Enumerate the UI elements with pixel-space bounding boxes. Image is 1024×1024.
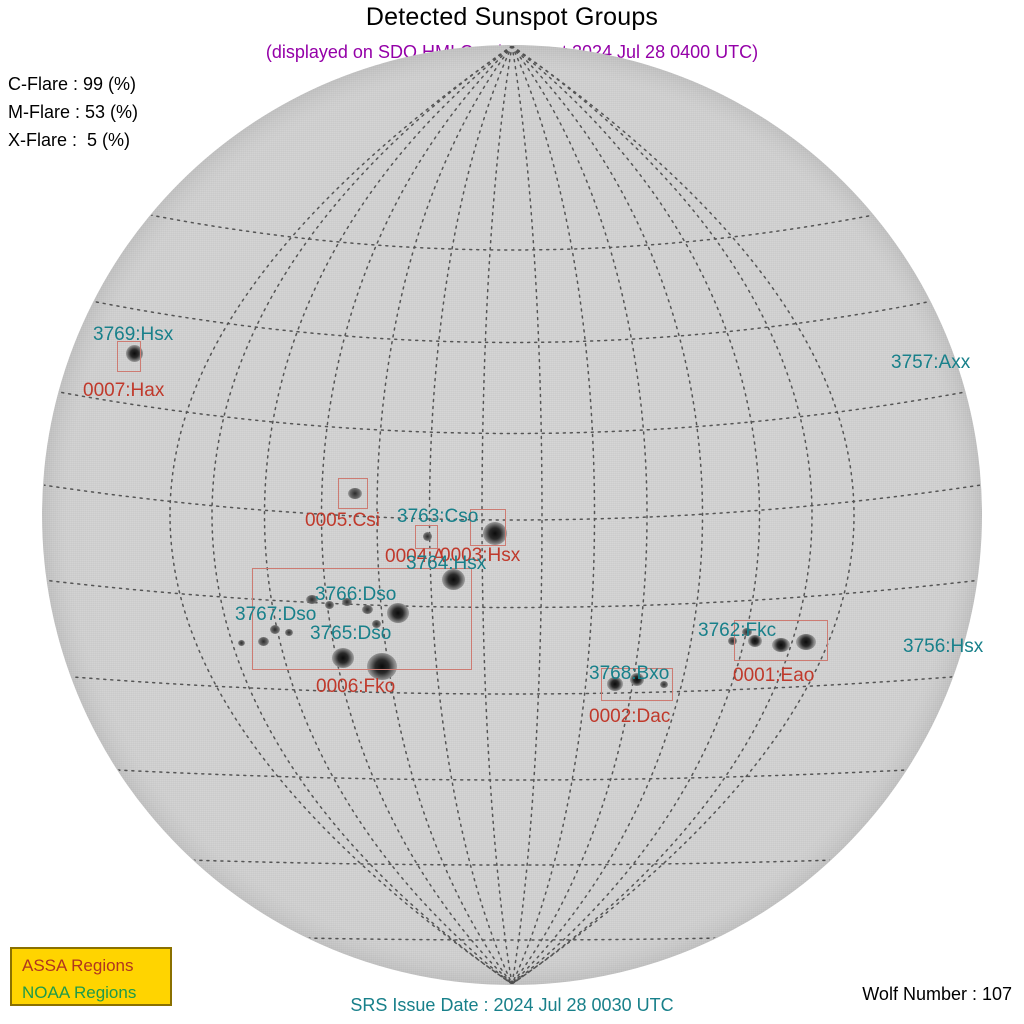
region-box-0002[interactable] bbox=[601, 668, 673, 701]
label-assa-0004[interactable]: 0004:A bbox=[385, 546, 446, 567]
sunspot-3766-pore-e bbox=[372, 620, 381, 628]
label-noaa-3764[interactable]: 3764:Hsx bbox=[406, 553, 487, 574]
label-noaa-3766[interactable]: 3766:Dso bbox=[315, 584, 397, 605]
sunspot-3766-leader bbox=[442, 569, 465, 590]
sunspot-3762-d bbox=[742, 628, 752, 636]
sunspot-3766-pore-d bbox=[306, 595, 318, 604]
sunspot-3762-c bbox=[796, 634, 816, 650]
label-assa-0007[interactable]: 0007:Hax bbox=[83, 380, 165, 401]
legend-box: ASSA Regions NOAA Regions bbox=[10, 947, 172, 1006]
sunspot-3765-trailer bbox=[367, 653, 397, 680]
region-box-0003[interactable] bbox=[470, 509, 506, 546]
sunspot-3768-c bbox=[660, 681, 668, 688]
sunspot-3767-pore-b bbox=[285, 629, 293, 636]
sunspot-3762-e bbox=[728, 637, 737, 645]
sunspot-3769 bbox=[126, 345, 143, 362]
c-flare-probability: C-Flare : 99 (%) bbox=[8, 74, 137, 94]
wolf-number: Wolf Number : 107 bbox=[862, 984, 1012, 1004]
label-noaa-3767[interactable]: 3767:Dso bbox=[235, 604, 317, 625]
label-assa-0002[interactable]: 0002:Dac bbox=[589, 706, 671, 727]
region-box-0005[interactable] bbox=[338, 478, 368, 509]
region-box-0001[interactable] bbox=[734, 620, 828, 661]
sunspot-3768-a bbox=[607, 677, 623, 691]
sunspot-3766-pore-c bbox=[325, 601, 334, 609]
disk-limb-darkening bbox=[42, 45, 982, 985]
label-noaa-3762[interactable]: 3762:Fkc bbox=[698, 620, 777, 641]
label-noaa-3757[interactable]: 3757:Axx bbox=[891, 352, 971, 373]
sunspot-3765-leader bbox=[332, 648, 354, 668]
label-noaa-3756[interactable]: 3756:Hsx bbox=[903, 636, 984, 657]
sunspot-3767-pore-d bbox=[238, 640, 245, 646]
sunspot-0005 bbox=[348, 488, 362, 499]
m-flare-probability: M-Flare : 53 (%) bbox=[8, 102, 139, 122]
sunspot-0004 bbox=[423, 532, 432, 541]
label-noaa-3769[interactable]: 3769:Hsx bbox=[93, 324, 174, 345]
region-box-0006[interactable] bbox=[252, 568, 472, 670]
srs-issue-date: SRS Issue Date : 2024 Jul 28 0030 UTC bbox=[350, 995, 674, 1015]
label-assa-0005[interactable]: 0005:Csi bbox=[305, 510, 380, 531]
solar-disk-container: .gl{fill:none;stroke:#555;stroke-width:1… bbox=[42, 45, 982, 985]
sunspot-3762-a bbox=[748, 635, 762, 647]
label-assa-0003[interactable]: 0003:Hsx bbox=[440, 545, 521, 566]
sunspot-3767-pore-a bbox=[270, 625, 280, 634]
label-noaa-3763[interactable]: 3763:Cso bbox=[397, 506, 479, 527]
label-assa-0006[interactable]: 0006:Fko bbox=[316, 676, 396, 697]
sunspot-3767-pore-c bbox=[258, 637, 269, 646]
sdo-hmi-continuum-disk: .gl{fill:none;stroke:#555;stroke-width:1… bbox=[42, 45, 982, 985]
x-flare-probability: X-Flare : 5 (%) bbox=[8, 130, 131, 150]
region-box-0004[interactable] bbox=[415, 525, 438, 549]
sunspot-3763 bbox=[483, 522, 507, 545]
page-title: Detected Sunspot Groups bbox=[365, 3, 659, 31]
flare-probability-panel: C-Flare : 99 (%) M-Flare : 53 (%) X-Flar… bbox=[8, 70, 138, 154]
region-box-0007[interactable] bbox=[117, 341, 141, 372]
sunspot-3762-b bbox=[772, 638, 790, 652]
legend-assa-regions: ASSA Regions bbox=[22, 956, 134, 975]
sunspot-3766-pore-b bbox=[342, 598, 352, 606]
label-assa-0001[interactable]: 0001:Eao bbox=[733, 665, 815, 686]
heliographic-grid: .gl{fill:none;stroke:#555;stroke-width:1… bbox=[43, 46, 981, 984]
disk-granulation-texture bbox=[42, 45, 982, 985]
sunspot-3766-pore-a bbox=[362, 605, 373, 614]
sunspot-3766-trailer bbox=[387, 603, 409, 623]
label-noaa-3765[interactable]: 3765:Dso bbox=[310, 623, 392, 644]
legend-noaa-regions: NOAA Regions bbox=[22, 983, 137, 1002]
sunspot-3768-b bbox=[630, 673, 644, 686]
label-noaa-3768[interactable]: 3768:Bxo bbox=[589, 663, 670, 684]
